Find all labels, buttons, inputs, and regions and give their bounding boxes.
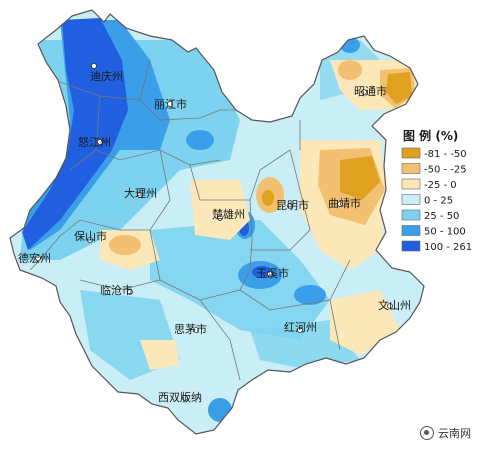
region-label-lincang: 临沧市: [100, 283, 133, 297]
legend-label-5: 50 - 100: [424, 227, 466, 238]
region-label-puer: 思茅市: [174, 322, 207, 336]
region-label-diqing: 迪庆州: [90, 69, 123, 83]
region-label-lijiang: 丽江市: [154, 97, 187, 111]
legend-swatch-3: [401, 194, 421, 205]
legend-swatch-2: [401, 178, 421, 190]
region-labels: 迪庆州 昭通市 丽江市 怒江州 大理州 楚雄州 昆明市 曲靖市 保山市 德宏州 …: [18, 69, 411, 404]
watermark-text: 云南网: [438, 427, 471, 440]
region-label-baoshan: 保山市: [74, 229, 107, 243]
legend-label-4: 25 - 50: [424, 211, 459, 222]
region-label-yuxi: 玉溪市: [256, 266, 289, 280]
legend-title: 图 例 (%): [403, 128, 458, 143]
region-label-kunming: 昆明市: [276, 198, 309, 212]
legend-label-1: -50 - -25: [424, 165, 467, 176]
region-label-xishuangbanna: 西双版纳: [158, 390, 202, 404]
region-label-dali: 大理州: [124, 186, 157, 200]
region-label-dehong: 德宏州: [18, 251, 51, 265]
legend-swatch-0: [401, 147, 421, 159]
region-label-chuxiong: 楚雄州: [212, 207, 245, 221]
region-label-qujing: 曲靖市: [328, 196, 361, 210]
camera-lens-icon: [420, 426, 434, 440]
watermark: 云南网: [420, 425, 471, 441]
region-label-nujiang: 怒江州: [78, 135, 111, 149]
legend-swatch-5: [401, 225, 421, 236]
legend-swatch-4: [401, 209, 421, 221]
legend-label-2: -25 - 0: [424, 180, 457, 191]
prefecture-boundaries: [29, 59, 351, 381]
region-label-wenshan: 文山州: [378, 298, 411, 312]
legend-swatch-6: [401, 240, 421, 252]
legend-label-3: 0 - 25: [424, 196, 453, 207]
legend-label-0: -81 - -50: [424, 149, 467, 160]
legend: 图 例 (%) -81 - -50 -50 - -25 -25 - 0 0 - 25 2…: [401, 128, 472, 253]
region-label-zhaotong: 昭通市: [354, 84, 387, 98]
legend-swatch-1: [401, 163, 421, 174]
legend-label-6: 100 - 261: [424, 242, 472, 253]
city-seat-markers: [35, 63, 393, 401]
region-label-honghe: 红河州: [284, 321, 317, 334]
